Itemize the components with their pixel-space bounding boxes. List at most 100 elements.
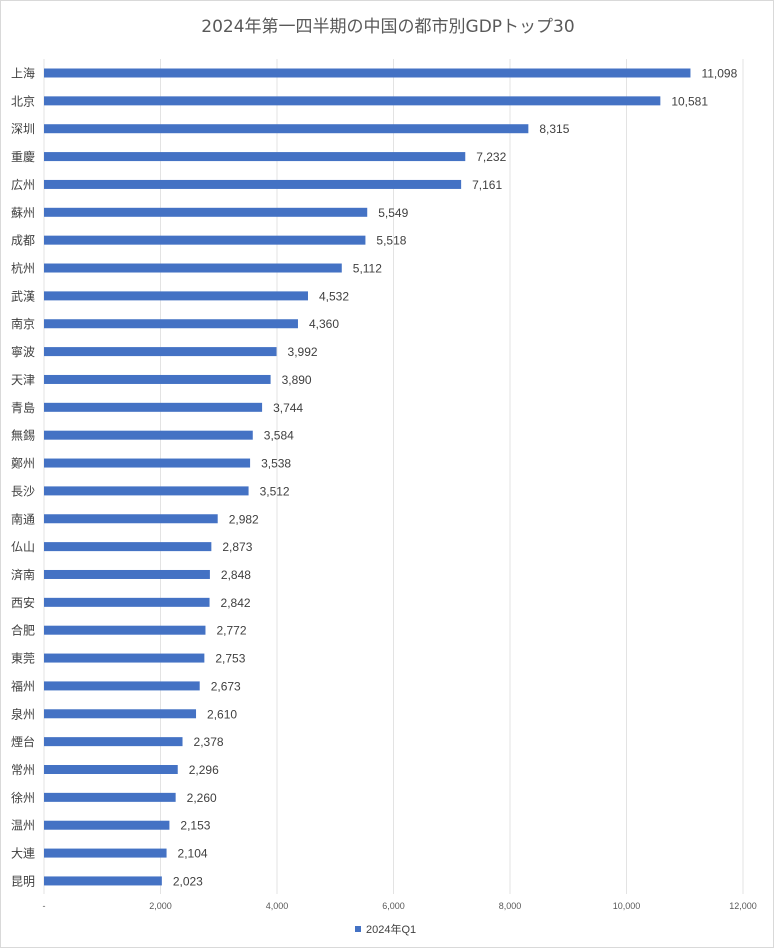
category-label: 西安 bbox=[11, 595, 35, 610]
value-label: 3,584 bbox=[264, 429, 294, 443]
value-label: 2,296 bbox=[189, 763, 219, 777]
category-label: 北京 bbox=[11, 94, 35, 108]
value-label: 3,992 bbox=[288, 345, 318, 359]
bar bbox=[44, 681, 200, 691]
bar bbox=[44, 848, 167, 858]
value-labels: 11,098 10,581 8,315 7,232 7,161 5,549 5,518 5,1… bbox=[173, 67, 738, 889]
value-label: 5,549 bbox=[378, 206, 408, 220]
bar bbox=[44, 820, 170, 830]
value-label: 2,104 bbox=[178, 847, 208, 861]
value-label: 2,772 bbox=[216, 624, 246, 638]
category-label: 福州 bbox=[11, 678, 35, 693]
value-label: 2,848 bbox=[221, 568, 251, 582]
category-label: 南通 bbox=[11, 511, 35, 526]
bars bbox=[44, 68, 691, 886]
bar bbox=[44, 709, 197, 719]
value-label: 3,744 bbox=[273, 401, 303, 415]
bar bbox=[44, 319, 298, 329]
bar bbox=[44, 152, 466, 162]
value-label: 3,890 bbox=[282, 373, 312, 387]
bar bbox=[44, 68, 691, 78]
category-label: 深圳 bbox=[11, 122, 35, 136]
bar bbox=[44, 263, 342, 273]
value-label: 2,378 bbox=[194, 735, 224, 749]
category-label: 成都 bbox=[11, 234, 35, 248]
value-label: 3,512 bbox=[260, 484, 290, 498]
value-label: 11,098 bbox=[701, 67, 737, 81]
bar bbox=[44, 402, 263, 412]
x-axis-ticks: - 2,000 4,000 6,000 8,000 10,000 12,000 bbox=[43, 901, 757, 911]
category-label: 仏山 bbox=[11, 540, 35, 554]
category-label: 南京 bbox=[11, 316, 35, 331]
category-label: 昆明 bbox=[11, 874, 35, 888]
bar bbox=[44, 653, 205, 663]
legend: 2024年Q1 bbox=[355, 922, 416, 936]
value-label: 7,161 bbox=[472, 178, 502, 192]
x-tick-label: 10,000 bbox=[613, 901, 641, 911]
bar bbox=[44, 792, 176, 802]
bar bbox=[44, 207, 368, 217]
bar bbox=[44, 876, 162, 886]
value-label: 2,023 bbox=[173, 874, 203, 888]
category-label: 東莞 bbox=[11, 652, 35, 666]
category-label: 大連 bbox=[11, 847, 35, 861]
value-label: 2,260 bbox=[187, 791, 217, 805]
bar bbox=[44, 625, 206, 635]
bar bbox=[44, 514, 218, 524]
bar bbox=[44, 458, 251, 468]
category-label: 蘇州 bbox=[11, 206, 35, 220]
value-label: 5,112 bbox=[353, 262, 382, 276]
bar bbox=[44, 542, 212, 552]
category-label: 武漢 bbox=[11, 289, 35, 303]
category-label: 無錫 bbox=[11, 428, 35, 443]
x-tick-label: 12,000 bbox=[729, 901, 757, 911]
value-label: 7,232 bbox=[476, 150, 506, 164]
value-label: 4,360 bbox=[309, 317, 339, 331]
gridlines bbox=[43, 59, 744, 894]
category-label: 青島 bbox=[11, 400, 35, 415]
x-tick-label: - bbox=[43, 901, 46, 911]
bar bbox=[44, 737, 183, 747]
category-label: 済南 bbox=[11, 567, 35, 582]
category-label: 広州 bbox=[11, 178, 35, 192]
chart-title: 2024年第一四半期の中国の都市別GDPトップ30 bbox=[201, 17, 574, 37]
category-label: 温州 bbox=[11, 819, 35, 833]
category-label: 泉州 bbox=[11, 707, 35, 721]
bar bbox=[44, 765, 178, 774]
value-label: 2,982 bbox=[229, 512, 259, 526]
value-label: 2,753 bbox=[215, 652, 245, 666]
value-label: 5,518 bbox=[376, 234, 406, 248]
category-labels: 上海北京深圳重慶広州蘇州成都杭州武漢南京寧波天津青島無錫鄭州長沙南通仏山済南西安… bbox=[11, 66, 35, 889]
x-tick-label: 6,000 bbox=[382, 901, 405, 911]
category-label: 上海 bbox=[11, 66, 35, 81]
value-label: 4,532 bbox=[319, 289, 349, 303]
category-label: 天津 bbox=[11, 373, 35, 387]
category-label: 煙台 bbox=[11, 734, 35, 749]
category-label: 徐州 bbox=[11, 790, 35, 805]
x-tick-label: 4,000 bbox=[266, 901, 289, 911]
category-label: 長沙 bbox=[11, 484, 35, 498]
category-label: 合肥 bbox=[11, 623, 35, 638]
category-label: 杭州 bbox=[11, 261, 35, 276]
bar bbox=[44, 179, 462, 189]
value-label: 8,315 bbox=[539, 122, 569, 136]
x-tick-label: 2,000 bbox=[149, 901, 172, 911]
legend-swatch bbox=[355, 926, 361, 932]
legend-label: 2024年Q1 bbox=[366, 922, 416, 936]
bar bbox=[44, 430, 253, 440]
category-label: 常州 bbox=[11, 763, 35, 777]
category-label: 重慶 bbox=[11, 150, 35, 164]
bar bbox=[44, 597, 210, 607]
bar bbox=[44, 569, 210, 579]
value-label: 2,842 bbox=[221, 596, 251, 610]
bar bbox=[44, 486, 249, 496]
bar bbox=[44, 374, 271, 384]
value-label: 10,581 bbox=[671, 94, 708, 108]
value-label: 3,538 bbox=[261, 457, 291, 471]
value-label: 2,153 bbox=[180, 819, 210, 833]
value-label: 2,673 bbox=[211, 679, 241, 693]
category-label: 鄭州 bbox=[11, 456, 35, 471]
bar bbox=[44, 235, 366, 245]
